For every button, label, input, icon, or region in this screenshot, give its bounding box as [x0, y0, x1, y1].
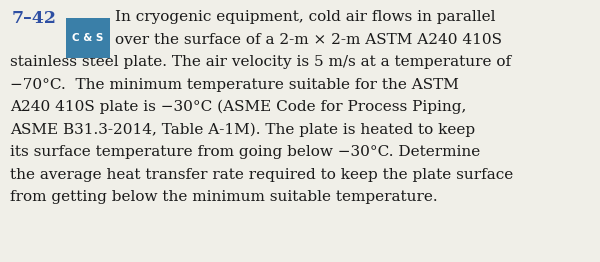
- Text: A240 410S plate is −30°C (ASME Code for Process Piping,: A240 410S plate is −30°C (ASME Code for …: [10, 100, 466, 114]
- Text: ASME B31.3-2014, Table A-1M). The plate is heated to keep: ASME B31.3-2014, Table A-1M). The plate …: [10, 123, 475, 137]
- Text: In cryogenic equipment, cold air flows in parallel: In cryogenic equipment, cold air flows i…: [115, 10, 496, 24]
- FancyBboxPatch shape: [66, 18, 110, 58]
- Text: the average heat transfer rate required to keep the plate surface: the average heat transfer rate required …: [10, 167, 513, 182]
- Text: from getting below the minimum suitable temperature.: from getting below the minimum suitable …: [10, 190, 437, 204]
- Text: C & S: C & S: [73, 33, 104, 43]
- Text: over the surface of a 2-m × 2-m ASTM A240 410S: over the surface of a 2-m × 2-m ASTM A24…: [115, 32, 502, 46]
- Text: 7–42: 7–42: [12, 10, 57, 27]
- Text: −70°C.  The minimum temperature suitable for the ASTM: −70°C. The minimum temperature suitable …: [10, 78, 459, 91]
- Text: stainless steel plate. The air velocity is 5 m/s at a temperature of: stainless steel plate. The air velocity …: [10, 55, 511, 69]
- Text: its surface temperature from going below −30°C. Determine: its surface temperature from going below…: [10, 145, 480, 159]
